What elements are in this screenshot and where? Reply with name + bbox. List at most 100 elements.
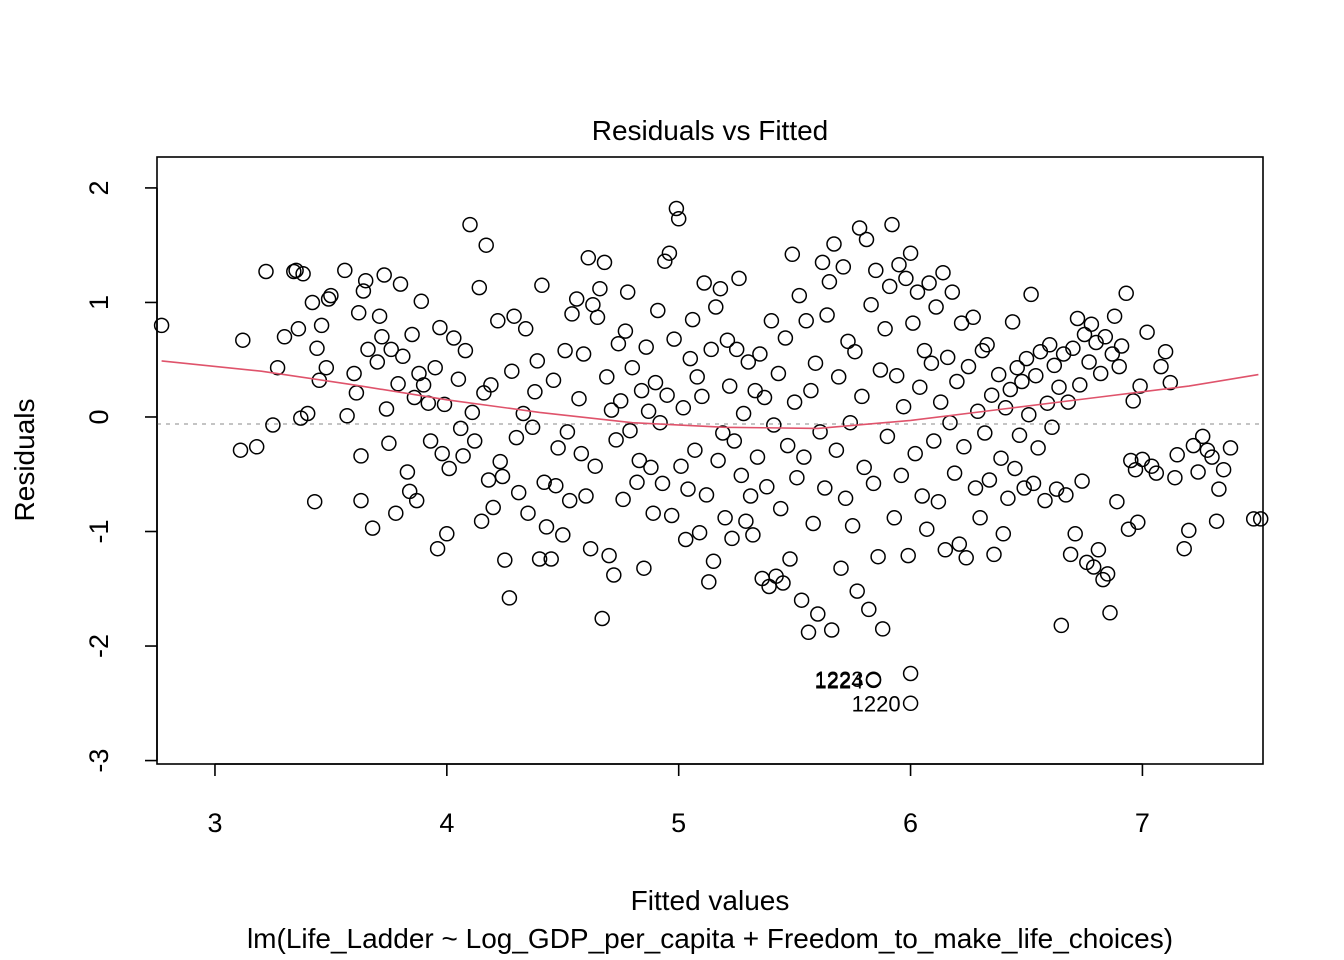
data-point [1032,343,1049,360]
data-point [617,323,634,339]
data-point [290,321,307,337]
data-point [1007,460,1023,477]
data-point [594,610,610,627]
data-point [564,306,580,322]
data-point [1120,521,1137,537]
data-point [589,309,606,326]
data-point [506,308,522,324]
data-point [990,366,1007,383]
data-point [779,437,796,454]
data-point [436,396,453,413]
data-point [784,246,801,263]
smoothed-trend-line [161,360,1259,430]
data-point [663,507,680,524]
data-point [258,263,274,280]
data-point [786,394,803,410]
data-point [1092,365,1109,382]
data-point [800,624,817,641]
data-point [1211,481,1227,497]
data-point [724,530,740,547]
data-point [747,382,763,399]
data-point [353,492,369,509]
data-point [851,220,868,236]
data-point [983,387,1000,403]
data-point [561,492,578,509]
data-point [1162,374,1179,391]
chart-title: Residuals vs Fitted [592,115,829,146]
data-point [939,349,956,366]
data-point [710,452,726,469]
y-tick-label: 2 [84,180,114,195]
data-point [715,425,731,441]
data-point [1048,481,1065,497]
data-point [972,510,988,526]
data-point [916,342,933,359]
data-point [923,355,940,371]
data-point [1009,359,1025,376]
data-point [439,526,455,542]
data-point [1058,487,1074,503]
data-point [937,542,954,558]
data-point [810,606,826,622]
data-point [557,342,573,359]
y-tick-label: 1 [84,295,114,310]
data-point [789,469,805,486]
data-point [636,560,652,576]
data-point [320,291,337,307]
data-point [582,540,599,557]
data-point [902,695,919,712]
data-point [677,531,694,548]
data-point [1181,522,1197,539]
data-point [524,419,541,436]
data-point [881,278,898,295]
data-point [856,459,872,476]
data-point [772,500,789,517]
data-point [1055,346,1072,362]
data-point [529,353,546,369]
data-point [599,369,615,385]
data-point [821,274,838,290]
data-point [666,331,682,347]
data-point [1118,285,1134,302]
data-point [914,488,930,504]
data-point [415,377,432,393]
data-point [796,449,812,465]
data-point [1104,346,1121,362]
data-point [654,475,671,492]
data-point [1011,427,1028,444]
data-point [517,321,534,337]
data-point [1062,546,1079,563]
data-point [1072,377,1088,393]
data-point [1169,447,1185,463]
data-point [902,245,919,261]
data-point [450,371,467,387]
data-point [935,264,951,281]
data-point [967,480,984,496]
data-point [858,231,875,248]
data-point [668,200,685,217]
data-point [1113,338,1130,354]
data-point [531,551,548,567]
data-point [462,216,478,233]
data-point [350,305,367,321]
data-point [587,458,603,474]
data-point [1102,605,1118,621]
data-point [902,665,919,682]
data-point [793,592,810,608]
data-point [1023,286,1039,303]
data-point [515,405,532,422]
data-point [633,382,650,399]
data-point [696,275,712,291]
data-point [777,330,794,346]
data-point [480,472,497,488]
data-point [404,326,420,343]
data-point [965,309,981,326]
data-point [364,520,381,536]
data-point [1016,480,1032,496]
data-point [842,414,859,431]
data-point [638,339,654,355]
data-point [1037,492,1053,509]
data-point [265,417,281,433]
data-point [640,403,657,420]
